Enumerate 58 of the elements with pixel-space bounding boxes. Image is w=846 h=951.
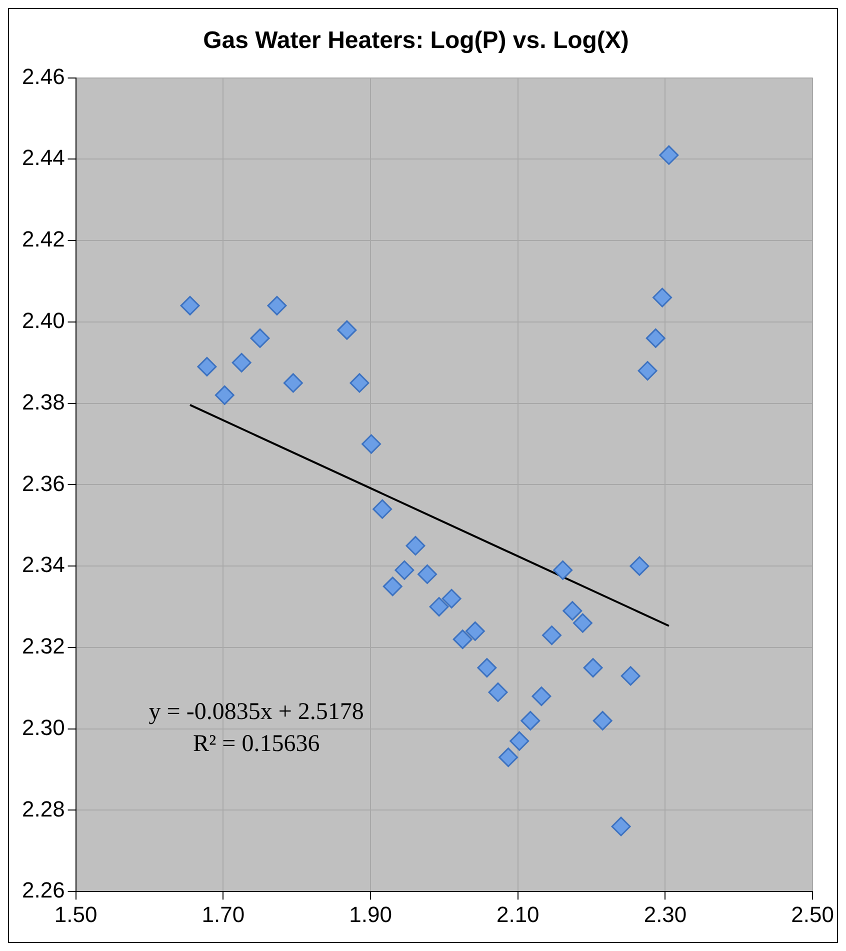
point — [510, 731, 530, 751]
point — [337, 320, 357, 340]
point — [372, 499, 392, 519]
point — [646, 328, 666, 348]
point — [283, 373, 303, 393]
point — [197, 356, 217, 376]
point — [267, 296, 287, 316]
point — [429, 597, 449, 617]
point — [630, 556, 650, 576]
point — [553, 560, 573, 580]
point — [214, 385, 234, 405]
point — [498, 748, 518, 768]
point — [611, 816, 631, 836]
y-tick-label: 2.40 — [22, 308, 65, 334]
point — [180, 296, 200, 316]
point — [394, 560, 414, 580]
y-tick-label: 2.34 — [22, 552, 65, 578]
point — [592, 710, 612, 730]
point — [488, 682, 508, 702]
point — [583, 658, 603, 678]
point — [477, 658, 497, 678]
point — [465, 621, 485, 641]
y-tick-label: 2.44 — [22, 145, 65, 170]
point — [562, 601, 582, 621]
point — [542, 626, 562, 646]
x-tick-label: 1.70 — [202, 902, 245, 927]
x-tick-label: 2.30 — [644, 902, 687, 927]
y-tick-label: 2.26 — [22, 878, 65, 903]
annotation: R² = 0.15636 — [192, 730, 320, 757]
point — [362, 434, 382, 454]
point — [659, 145, 679, 165]
point — [418, 564, 438, 584]
point — [520, 710, 540, 730]
point — [532, 686, 552, 706]
x-tick-label: 1.90 — [349, 902, 392, 927]
y-tick-label: 2.32 — [22, 634, 65, 659]
point — [250, 328, 270, 348]
point — [620, 666, 640, 686]
y-tick-label: 2.38 — [22, 389, 65, 414]
y-tick-label: 2.30 — [22, 714, 65, 740]
x-tick-label: 2.50 — [791, 902, 834, 927]
point — [652, 288, 672, 308]
point — [442, 588, 462, 608]
point — [232, 352, 252, 372]
x-tick-label: 1.50 — [54, 902, 98, 927]
point — [406, 536, 426, 556]
y-tick-label: 2.46 — [22, 64, 65, 89]
point — [572, 613, 592, 633]
point — [350, 373, 370, 393]
point — [452, 630, 472, 650]
y-tick-label: 2.36 — [22, 470, 65, 496]
y-tick-label: 2.28 — [22, 796, 65, 822]
y-tick-label: 2.42 — [22, 226, 65, 252]
annotation: y = -0.0835x + 2.5178 — [148, 698, 364, 725]
point — [638, 361, 658, 381]
x-tick-label: 2.10 — [496, 902, 540, 927]
chart-title: Gas Water Heaters: Log(P) vs. Log(X) — [203, 27, 629, 54]
point — [382, 576, 402, 596]
